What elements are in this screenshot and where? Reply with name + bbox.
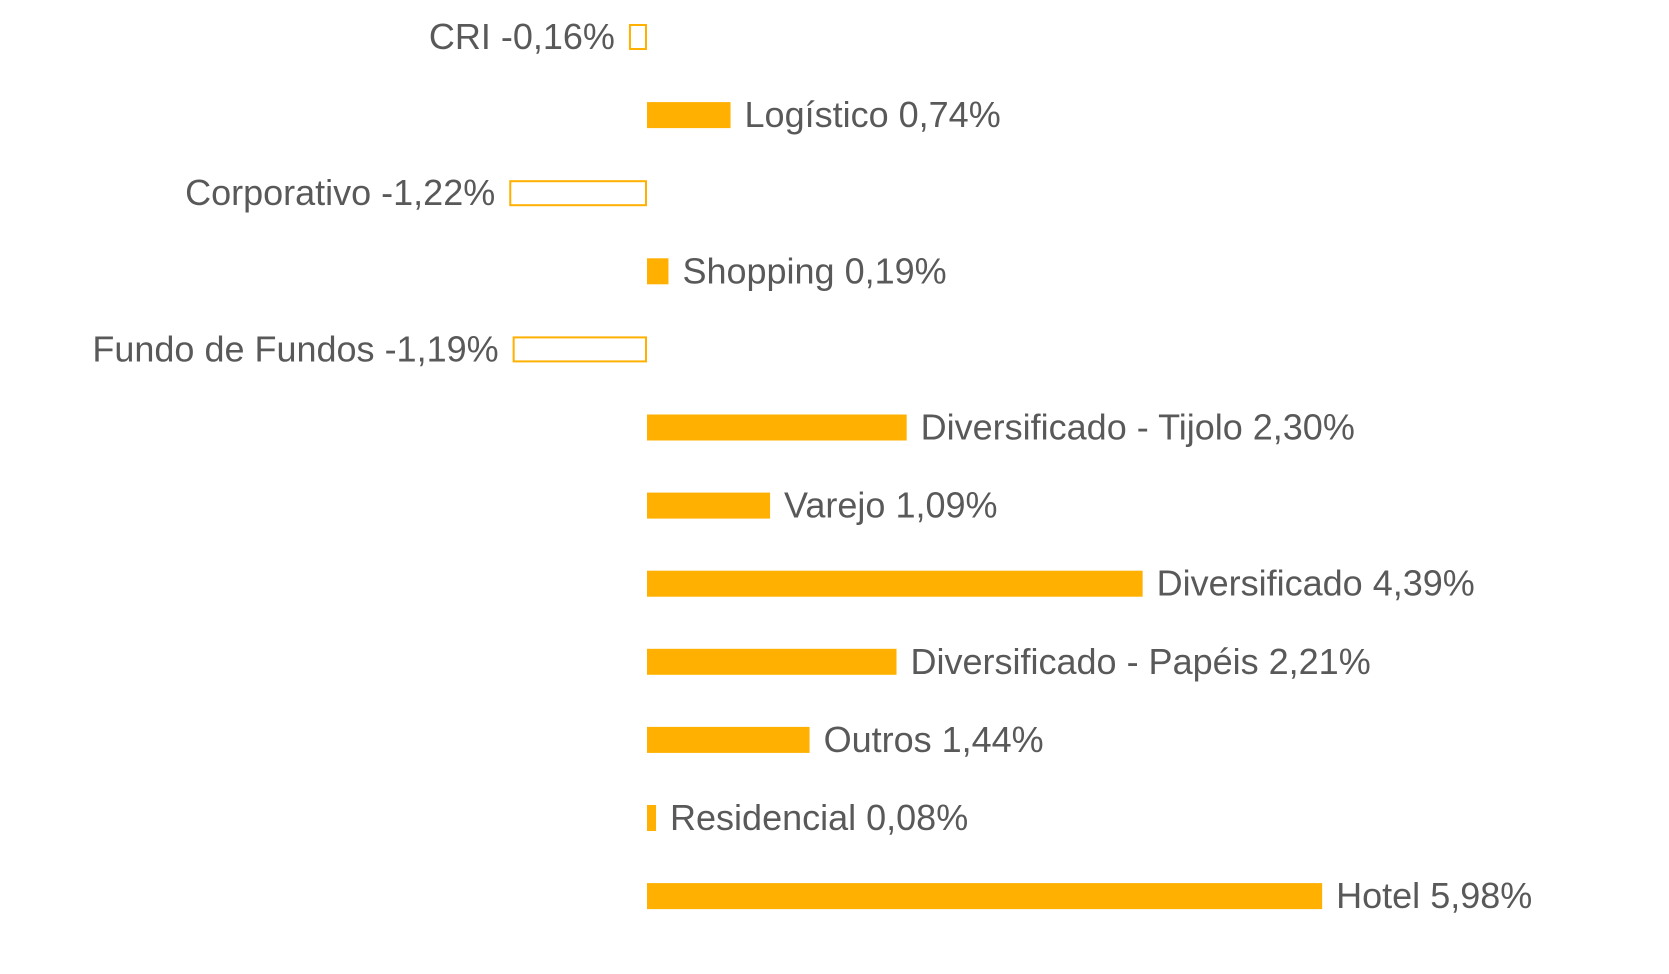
category-label: Fundo de Fundos [92,328,374,369]
value-label: 5,98% [1430,875,1532,916]
bar-label: Logístico 0,74% [745,94,1001,135]
bar [647,726,810,753]
bar-label: Corporativo -1,22% [185,172,495,213]
category-label: Varejo [784,484,885,525]
category-label: Residencial [670,797,856,838]
bar [628,24,647,50]
category-label: Hotel [1336,875,1420,916]
bar-label: CRI -0,16% [429,16,615,57]
category-label: Logístico [745,94,889,135]
value-label: 2,21% [1269,640,1371,681]
value-label: -0,16% [501,16,615,57]
value-label: 1,44% [942,718,1044,759]
category-label: Outros [824,718,932,759]
bar-label: Diversificado - Papéis 2,21% [911,640,1371,681]
value-label: 2,30% [1253,406,1355,447]
bar [647,648,897,675]
bar-label: Fundo de Fundos -1,19% [92,328,498,369]
bar [647,805,657,831]
bar [509,180,647,207]
bar [647,883,1323,910]
category-label: Diversificado - Tijolo [921,406,1243,447]
value-label: 4,39% [1373,562,1475,603]
category-label: Shopping [682,250,834,291]
value-label: -1,19% [385,328,499,369]
value-label: -1,22% [381,172,495,213]
category-label: CRI [429,16,491,57]
bar [647,570,1143,597]
value-label: 1,09% [895,484,997,525]
bar-label: Diversificado 4,39% [1157,562,1475,603]
value-label: 0,19% [845,250,947,291]
category-label: Corporativo [185,172,371,213]
bar [647,414,907,441]
category-label: Diversificado - Papéis [911,640,1259,681]
value-label: 0,08% [866,797,968,838]
bar-label: Varejo 1,09% [784,484,997,525]
bar-label: Diversificado - Tijolo 2,30% [921,406,1355,447]
bar [647,258,669,285]
bar [647,102,731,129]
bar-label: Hotel 5,98% [1336,875,1532,916]
category-label: Diversificado [1157,562,1363,603]
bar-label: Shopping 0,19% [682,250,946,291]
value-label: 0,74% [899,94,1001,135]
bar-label: Residencial 0,08% [670,797,968,838]
bar-label: Outros 1,44% [824,718,1044,759]
bar [647,492,771,519]
bar [512,336,647,363]
